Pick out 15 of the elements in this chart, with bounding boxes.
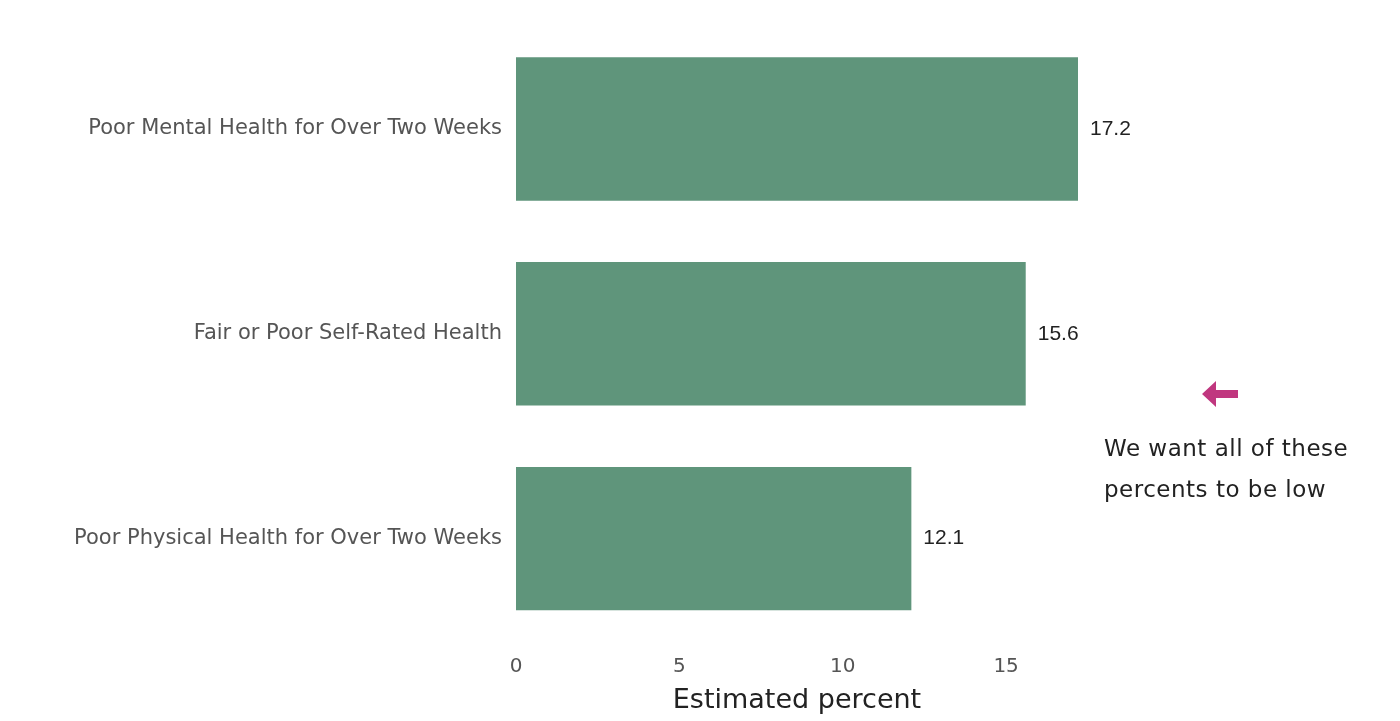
text: We want all of these percents to be low [1104,434,1350,504]
x-axis-title: Estimated percent [672,682,922,714]
bar [516,57,1078,201]
y-tick-label: Poor Physical Health for Over Two Weeks [74,525,502,550]
y-tick-label: Fair or Poor Self-Rated Health [193,320,502,345]
bar [516,262,1026,406]
x-tick-label: 5 [673,653,686,678]
data-label: 15.6 [1037,320,1079,344]
data-label: 12.1 [923,525,965,549]
x-tick-label: 0 [509,653,523,678]
x-tick-label: 15 [993,653,1019,678]
bar [516,466,912,611]
x-tick-label: 10 [830,653,856,678]
y-tick-label: Poor Mental Health for Over Two Weeks [88,115,502,140]
data-label: 17.2 [1090,115,1131,139]
